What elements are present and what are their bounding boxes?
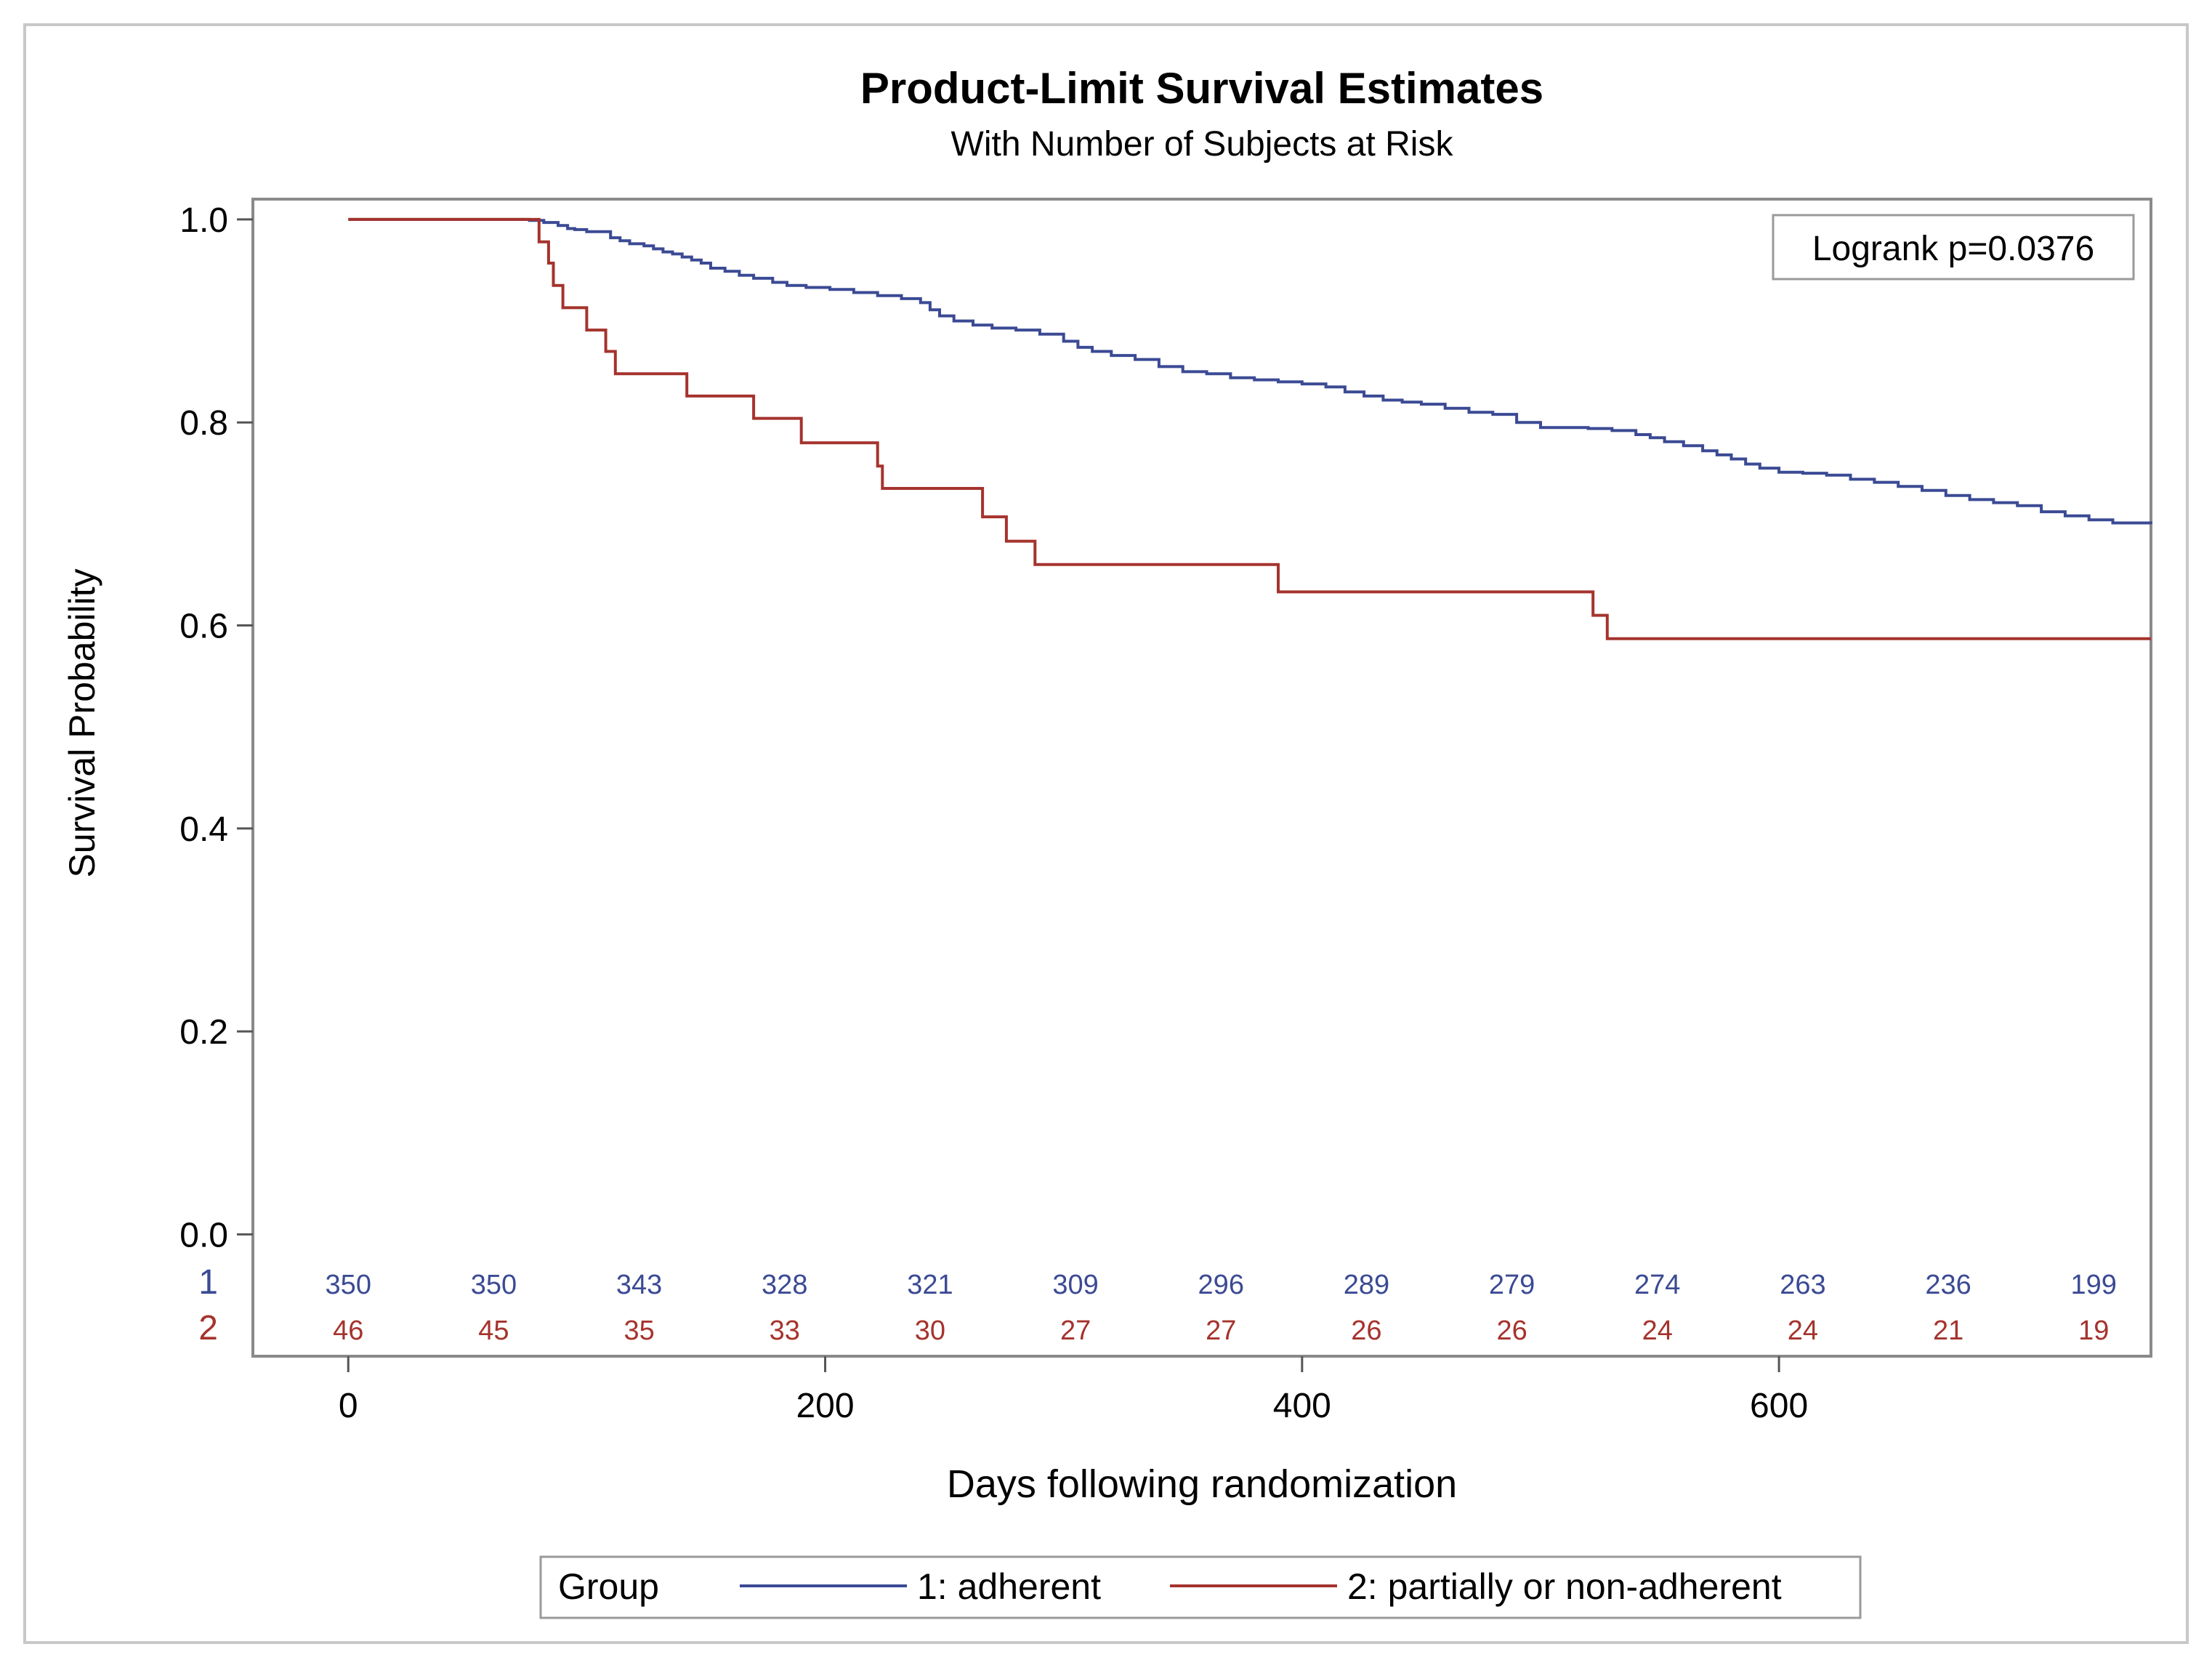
x-tick-label: 400 — [1273, 1387, 1331, 1425]
risk-count: 274 — [1634, 1270, 1680, 1300]
risk-count: 236 — [1925, 1270, 1971, 1300]
y-tick-label: 0.2 — [179, 1013, 228, 1052]
risk-count: 46 — [333, 1316, 363, 1346]
y-tick-label: 0.0 — [179, 1216, 228, 1254]
legend-label-non-adherent: 2: partially or non-adherent — [1347, 1566, 1782, 1607]
y-axis: 0.0 0.2 0.4 0.6 0.8 1.0 — [179, 201, 253, 1254]
risk-count: 199 — [2071, 1270, 2117, 1300]
risk-count: 35 — [623, 1316, 654, 1346]
risk-count: 33 — [770, 1316, 800, 1346]
x-tick-label: 200 — [796, 1387, 854, 1425]
x-tick-label: 600 — [1750, 1387, 1808, 1425]
risk-count: 21 — [1933, 1316, 1963, 1346]
risk-count: 27 — [1206, 1316, 1236, 1346]
y-tick-label: 0.8 — [179, 404, 228, 443]
y-tick-label: 0.6 — [179, 608, 228, 646]
x-axis: 0 200 400 600 — [339, 1356, 1808, 1425]
y-tick-label: 1.0 — [179, 201, 228, 240]
risk-count: 30 — [915, 1316, 945, 1346]
legend-title: Group — [558, 1566, 659, 1607]
risk-count: 24 — [1642, 1316, 1673, 1346]
chart-subtitle: With Number of Subjects at Risk — [951, 125, 1454, 164]
survival-curve-group-1 — [348, 217, 2152, 525]
logrank-text: Logrank p=0.0376 — [1812, 230, 2094, 268]
risk-count: 26 — [1351, 1316, 1381, 1346]
risk-count: 309 — [1052, 1270, 1098, 1300]
risk-count: 24 — [1788, 1316, 1818, 1346]
risk-count: 263 — [1780, 1270, 1825, 1300]
risk-row-label: 1 — [198, 1263, 218, 1302]
risk-count: 321 — [907, 1270, 953, 1300]
figure-border — [23, 23, 2189, 1644]
risk-count: 26 — [1496, 1316, 1527, 1346]
legend: Group 1: adherent 2: partially or non-ad… — [539, 1555, 1862, 1619]
y-axis-label: Survival Probability — [62, 568, 102, 877]
risk-row-label: 2 — [198, 1309, 218, 1347]
risk-count: 296 — [1198, 1270, 1244, 1300]
legend-label-adherent: 1: adherent — [917, 1566, 1101, 1607]
risk-count: 350 — [326, 1270, 371, 1300]
risk-count: 350 — [471, 1270, 517, 1300]
annotation-box — [1772, 214, 2135, 281]
plot-area — [251, 198, 2152, 1358]
risk-count: 45 — [478, 1316, 509, 1346]
risk-count: 343 — [616, 1270, 662, 1300]
x-tick-label: 0 — [339, 1387, 358, 1425]
chart-title: Product-Limit Survival Estimates — [860, 64, 1543, 113]
x-axis-label: Days following randomization — [947, 1462, 1457, 1506]
risk-table: 1 350 350 343 328 321 309 296 289 279 274 263 236 199… — [198, 1263, 2117, 1347]
plot-frame — [251, 198, 2152, 1358]
risk-count: 279 — [1489, 1270, 1535, 1300]
risk-count: 19 — [2078, 1316, 2109, 1346]
series-layer — [348, 217, 2152, 640]
logrank-annotation: Logrank p=0.0376 — [1772, 214, 2135, 281]
risk-count: 289 — [1344, 1270, 1389, 1300]
survival-curve-group-2 — [348, 217, 2151, 640]
y-tick-label: 0.4 — [179, 810, 228, 849]
risk-count: 328 — [762, 1270, 807, 1300]
risk-count: 27 — [1060, 1316, 1091, 1346]
